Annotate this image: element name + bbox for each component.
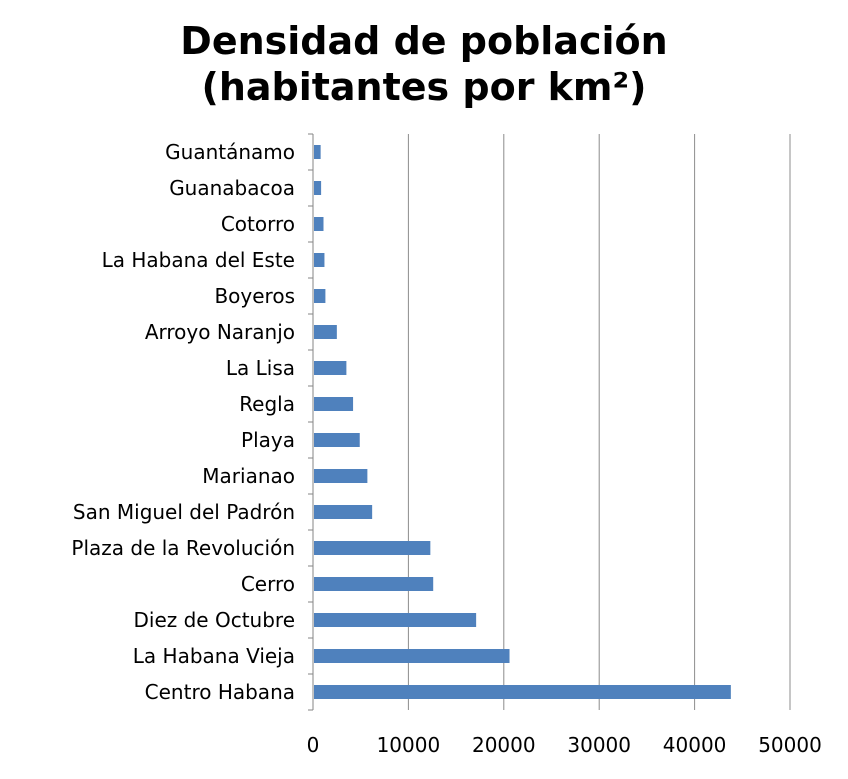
category-label: La Habana del Este [102,248,295,272]
bar [314,649,510,663]
bar [314,685,731,699]
bar [314,433,360,447]
bar [314,361,347,375]
x-tick-label: 20000 [472,733,536,757]
bar [314,541,431,555]
category-label: Guantánamo [165,140,295,164]
chart-title: Densidad de población (habitantes por km… [0,18,848,110]
bar [314,181,322,195]
gridlines [308,133,791,711]
bar [314,325,337,339]
bars [314,145,731,699]
category-label: Arroyo Naranjo [145,320,295,344]
bar [314,469,368,483]
x-tick-label: 50000 [758,733,822,757]
x-tick-label: 0 [307,733,320,757]
x-tick-labels: 0 10000 20000 30000 40000 50000 [307,733,822,757]
category-label: La Lisa [226,356,295,380]
x-tick-label: 30000 [567,733,631,757]
bar [314,577,434,591]
category-label: Regla [239,392,295,416]
bar [314,217,324,231]
chart-title-line-1: Densidad de población [180,19,668,63]
category-label: Playa [241,428,295,452]
category-label: Cerro [241,572,295,596]
bar [314,145,321,159]
chart-title-line-2: (habitantes por km²) [201,65,647,109]
bar [314,613,477,627]
category-label: Diez de Octubre [133,608,295,632]
category-label: Centro Habana [145,680,295,704]
x-tick-label: 10000 [377,733,441,757]
bar [314,253,325,267]
category-label: Plaza de la Revolución [71,536,295,560]
category-label: Cotorro [221,212,295,236]
category-label: Boyeros [214,284,295,308]
bar [314,505,373,519]
bar [314,289,326,303]
category-labels: Guantánamo Guanabacoa Cotorro La Habana del… [71,140,295,704]
bar [314,397,354,411]
category-label: Guanabacoa [169,176,295,200]
category-label: La Habana Vieja [133,644,295,668]
x-tick-label: 40000 [663,733,727,757]
category-label: San Miguel del Padrón [73,500,295,524]
category-label: Marianao [202,464,295,488]
